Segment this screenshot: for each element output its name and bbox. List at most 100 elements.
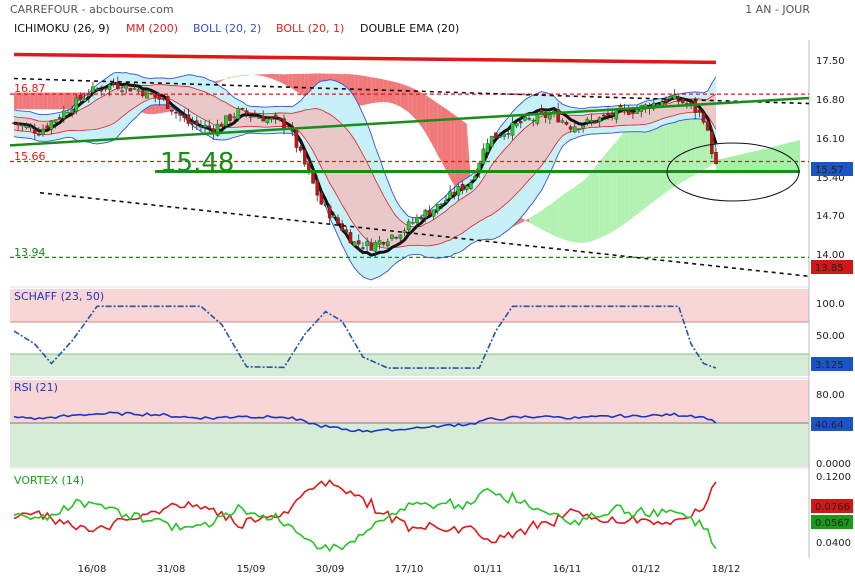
kumo-segment — [450, 111, 455, 186]
candle-body — [419, 217, 423, 220]
kumo-segment — [254, 74, 260, 76]
kumo-segment — [404, 84, 409, 113]
x-tick: 17/10 — [395, 564, 424, 575]
candle-body — [415, 217, 419, 223]
kumo-segment — [246, 74, 251, 76]
candle-body — [581, 125, 585, 129]
kumo-segment — [695, 107, 700, 175]
y-tick: 16.10 — [816, 134, 845, 145]
candle-body — [86, 94, 91, 97]
candle-body — [577, 128, 581, 130]
candle-body — [477, 163, 482, 174]
candle-body — [514, 122, 519, 127]
candle-body — [494, 132, 498, 138]
candle-body — [232, 116, 236, 119]
kumo-segment — [38, 92, 44, 110]
candle-body — [107, 84, 112, 90]
kumo-segment — [275, 74, 280, 82]
candle-body — [253, 115, 257, 118]
kumo-segment — [562, 192, 567, 241]
candle-body — [41, 128, 45, 136]
kumo-segment — [545, 204, 550, 234]
candle-body — [431, 209, 436, 217]
candle-body — [352, 241, 357, 246]
kumo-segment — [558, 195, 563, 240]
schaff-line — [13, 305, 717, 369]
candle-body — [24, 125, 29, 128]
kumo-segment — [691, 106, 696, 177]
candle-body — [610, 112, 614, 116]
y-tick: 14.70 — [816, 211, 845, 222]
period-label: 1 AN - JOUR — [745, 3, 810, 16]
kumo-segment — [416, 90, 422, 126]
kumo-segment — [400, 83, 405, 110]
schaff-y-tick: 50.00 — [816, 331, 845, 342]
candle-body — [593, 120, 598, 124]
y-tick: 14.00 — [816, 250, 845, 261]
kumo-segment — [288, 74, 293, 89]
candle-body — [626, 110, 631, 115]
support-value-label: 15.48 — [160, 148, 234, 178]
kumo-segment — [649, 108, 654, 205]
kumo-segment — [595, 161, 600, 240]
level-label-16-87: 16.87 — [14, 82, 46, 95]
candle-body — [190, 121, 195, 125]
schaff-title: SCHAFF (23, 50) — [14, 290, 104, 303]
kumo-segment — [284, 74, 289, 87]
kumo-segment — [529, 215, 534, 225]
candle-body — [302, 149, 307, 165]
candle-body — [572, 126, 577, 133]
kumo-segment — [234, 75, 239, 78]
x-tick: 30/09 — [316, 564, 345, 575]
legend-double-ema: DOUBLE EMA (20) — [360, 22, 459, 35]
candle-body — [269, 117, 274, 120]
last-price-badge: 15.57 — [815, 165, 844, 176]
candle-body — [140, 90, 145, 97]
kumo-segment — [678, 104, 683, 184]
candle-body — [585, 119, 590, 123]
kumo-segment — [541, 207, 546, 232]
ma200-line — [13, 52, 717, 65]
bollinger-lower-1 — [13, 97, 717, 249]
rsi-title: RSI (21) — [14, 381, 58, 394]
vortex-plus-badge: 0.0567 — [815, 518, 850, 529]
low-badge: 13.85 — [815, 263, 844, 274]
x-tick: 31/08 — [157, 564, 186, 575]
legend-ichimoku: ICHIMOKU (26, 9) — [14, 22, 110, 35]
x-tick: 16/11 — [553, 564, 582, 575]
candle-body — [95, 88, 99, 91]
candle-body — [386, 241, 390, 247]
kumo-segment — [533, 213, 538, 228]
candle-body — [427, 210, 432, 216]
candle-body — [165, 95, 170, 109]
kumo-segment — [620, 130, 625, 227]
kumo-segment — [221, 78, 226, 81]
kumo-segment — [371, 77, 376, 104]
candle-body — [66, 112, 70, 114]
candlesticks — [12, 76, 718, 258]
candle-body — [257, 117, 261, 119]
kumo-projection — [716, 140, 800, 172]
kumo-segment — [51, 92, 56, 110]
candle-body — [423, 209, 428, 218]
x-tick: 15/09 — [237, 564, 266, 575]
green-trendline — [9, 96, 810, 147]
candle-body — [390, 234, 394, 239]
candle-body — [381, 242, 386, 245]
kumo-segment — [566, 189, 571, 242]
last-price-badge-bg — [811, 162, 853, 176]
kumo-segment — [230, 76, 235, 79]
kumo-segment — [699, 107, 704, 173]
candle-body — [132, 88, 137, 90]
candle-body — [16, 122, 20, 126]
candle-body — [714, 152, 718, 165]
kumo-segment — [549, 201, 554, 236]
candle-body — [502, 133, 506, 137]
kumo-segment — [267, 73, 272, 79]
candle-body — [527, 118, 531, 120]
candle-body — [116, 82, 120, 89]
kumo-segment — [26, 92, 31, 110]
candle-body — [219, 123, 224, 127]
vortex-panel-bg — [10, 470, 809, 558]
